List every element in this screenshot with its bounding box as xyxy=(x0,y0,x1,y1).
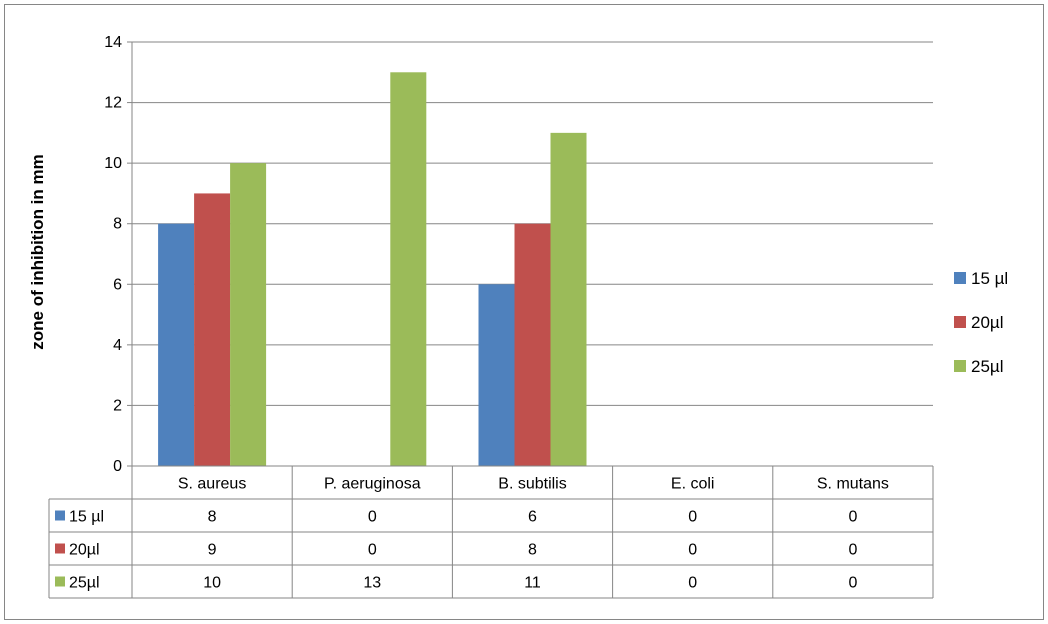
data-cell: 13 xyxy=(363,575,381,592)
data-cell: 0 xyxy=(688,509,697,526)
y-tick-label: 10 xyxy=(104,155,122,172)
bar xyxy=(194,193,231,466)
category-label: P. aeruginosa xyxy=(324,476,421,493)
legend-swatch xyxy=(954,316,966,328)
axis-layer: 0 2 4 6 8 10 12 14 xyxy=(104,34,133,475)
legend-label: 25µl xyxy=(971,357,1003,376)
legend-label: 20µl xyxy=(971,313,1003,332)
legend-label: 15 µl xyxy=(971,269,1008,288)
table-series-label: 15 µl xyxy=(69,509,104,526)
category-label: E. coli xyxy=(671,476,715,493)
data-cell: 0 xyxy=(848,509,857,526)
y-tick-label: 12 xyxy=(104,95,122,112)
data-table: S. aureus P. aeruginosa B. subtilis E. coli… xyxy=(48,465,934,599)
table-series-label: 20µl xyxy=(69,542,100,559)
category-label: S. mutans xyxy=(817,476,889,493)
bar xyxy=(550,132,587,466)
table-legend-key xyxy=(55,576,65,587)
legend-swatch xyxy=(954,360,966,372)
y-tick-label: 8 xyxy=(113,216,122,233)
data-cell: 9 xyxy=(208,542,217,559)
legend: 15 µl 20µl 25µl xyxy=(954,269,1008,376)
y-tick-label: 14 xyxy=(104,34,122,51)
table-legend-key xyxy=(55,543,65,554)
data-cell: 8 xyxy=(208,509,217,526)
bar xyxy=(514,223,551,466)
y-axis-label: zone of inhibition in mm xyxy=(28,154,47,349)
chart-svg: 0 2 4 6 8 10 12 14 zone of inhibition in mm 15 … xyxy=(28,34,1008,599)
bar xyxy=(390,72,427,467)
legend-swatch xyxy=(954,272,966,284)
data-cell: 0 xyxy=(688,542,697,559)
table-series-label: 25µl xyxy=(69,575,100,592)
bar xyxy=(158,223,195,466)
data-cell: 0 xyxy=(848,542,857,559)
data-cell: 0 xyxy=(368,542,377,559)
y-tick-label: 4 xyxy=(113,337,122,354)
data-cell: 6 xyxy=(528,509,537,526)
category-label: B. subtilis xyxy=(498,476,566,493)
data-cell: 10 xyxy=(203,575,221,592)
table-legend-key xyxy=(55,510,65,521)
category-label: S. aureus xyxy=(178,476,246,493)
y-tick-label: 6 xyxy=(113,276,122,293)
bar xyxy=(478,284,515,466)
y-tick-label: 0 xyxy=(113,458,122,475)
data-cell: 0 xyxy=(688,575,697,592)
bars-layer xyxy=(158,72,587,467)
data-cell: 8 xyxy=(528,542,537,559)
chart-frame: 0 2 4 6 8 10 12 14 zone of inhibition in mm 15 … xyxy=(4,4,1044,620)
data-cell: 0 xyxy=(848,575,857,592)
bar xyxy=(230,163,267,466)
data-cell: 11 xyxy=(524,575,541,592)
data-cell: 0 xyxy=(368,509,377,526)
y-tick-label: 2 xyxy=(113,397,122,414)
